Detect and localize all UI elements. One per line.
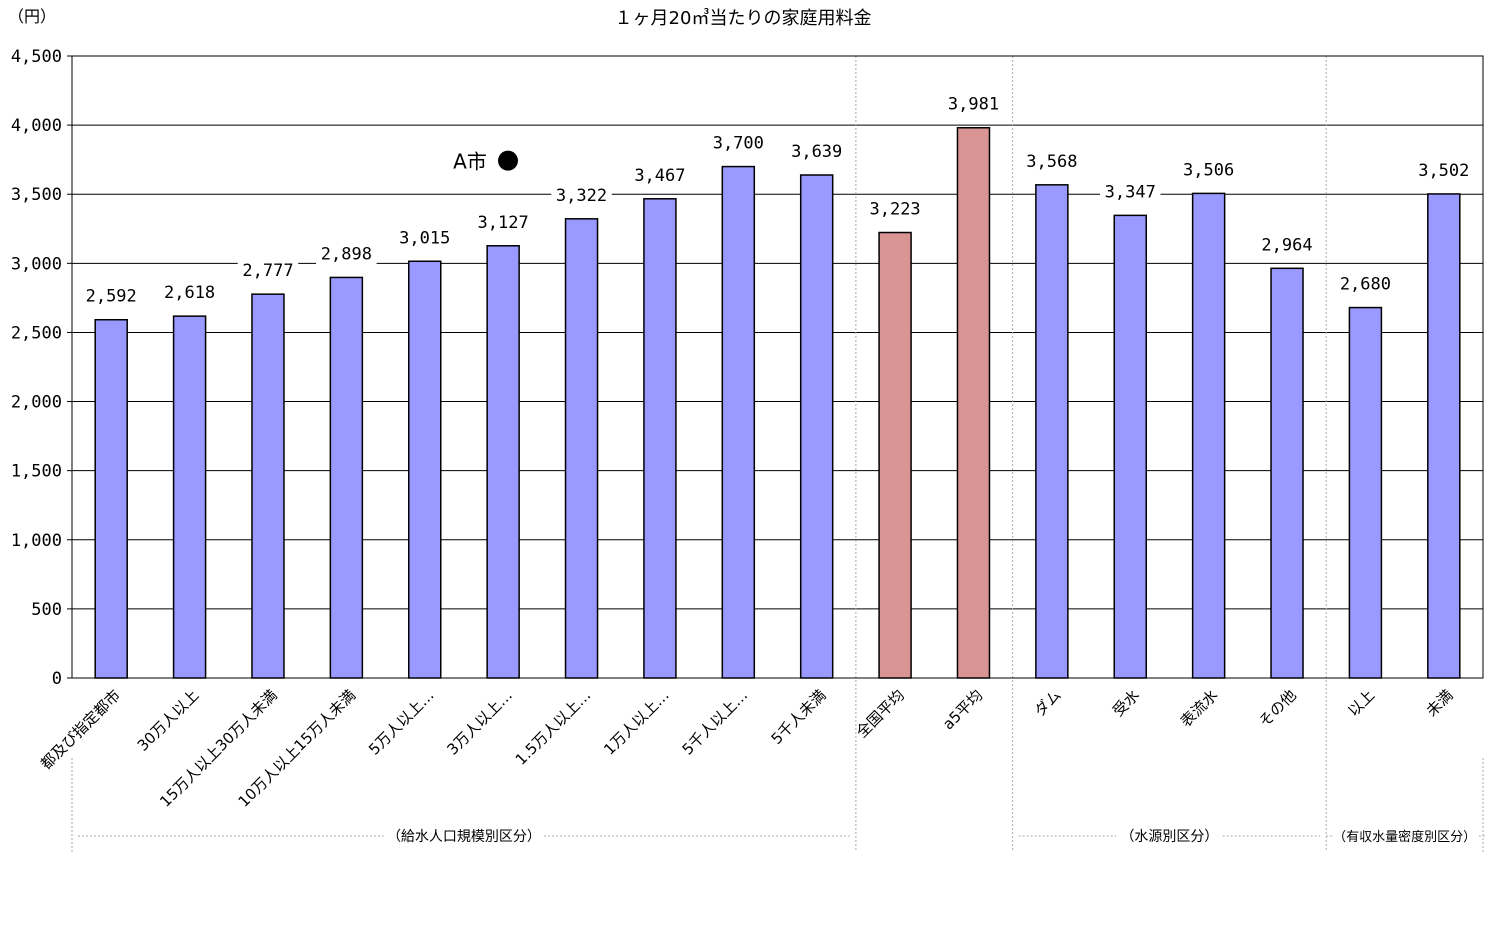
bar <box>643 198 677 679</box>
y-axis-unit-label: （円） <box>8 7 56 26</box>
value-label-bg <box>708 131 769 154</box>
value-label-bg <box>864 197 926 220</box>
y-tick-label: 2,000 <box>11 393 62 413</box>
value-label: 2,592 <box>86 287 137 307</box>
x-category-label: 未満 <box>1423 686 1457 720</box>
value-label-bg <box>316 242 377 265</box>
group-labels: （給水人口規模別区分） （水源別区分） （有収水量密度別区分） <box>78 829 1485 845</box>
bar <box>878 231 912 679</box>
y-tick-label: 500 <box>31 600 62 620</box>
x-category-label: 受水 <box>1109 686 1143 720</box>
value-label: 3,467 <box>634 166 685 186</box>
x-category-label: 全国平均 <box>853 686 908 741</box>
chart-title: １ヶ月20㎥当たりの家庭用料金 <box>615 8 872 29</box>
y-axis-ticks: 0 500 1,000 1,500 2,000 2,500 3,000 3,500 4,000 4… <box>11 47 72 689</box>
x-category-label: 都及び指定都市 <box>37 686 124 773</box>
value-label-bg <box>1256 233 1318 256</box>
value-labels: 2,592 2,618 2,777 2,898 3,015 3,127 3,322 3,467… <box>80 92 1475 307</box>
value-label-bg <box>1413 158 1475 181</box>
annotations: A市 <box>453 150 518 174</box>
value-label-bg <box>551 183 612 206</box>
bar <box>1191 192 1226 679</box>
bar <box>172 315 207 679</box>
value-label: 3,568 <box>1026 152 1077 172</box>
bar <box>1113 214 1147 679</box>
bar <box>408 260 442 679</box>
value-label: 3,223 <box>869 200 920 220</box>
bar <box>721 165 756 679</box>
value-label: 3,502 <box>1418 161 1469 181</box>
bar <box>564 218 599 679</box>
bar <box>1348 306 1383 679</box>
bars <box>94 126 1461 679</box>
bar <box>1427 193 1461 679</box>
x-category-label: 1.5万人以上… <box>512 686 595 769</box>
value-label-bg <box>1100 180 1161 203</box>
value-label-bg <box>237 259 299 282</box>
x-category-label: 3万人以上… <box>443 686 516 759</box>
value-label: 2,777 <box>242 261 293 281</box>
value-label: 2,680 <box>1340 275 1391 295</box>
value-label-bg <box>394 226 455 249</box>
value-label: 3,981 <box>948 95 999 115</box>
value-label-bg <box>1178 158 1239 181</box>
value-label: 3,700 <box>713 134 764 154</box>
value-label: 3,322 <box>556 186 607 206</box>
value-label-bg <box>80 284 142 307</box>
plot-area-frame <box>71 55 1484 679</box>
bar <box>94 318 128 679</box>
y-tick-label: 2,500 <box>11 323 62 343</box>
y-tick-label: 4,500 <box>11 47 62 67</box>
x-category-label: その他 <box>1255 686 1300 731</box>
x-category-label: 5千人以上… <box>679 686 752 759</box>
value-label-bg <box>159 281 220 304</box>
x-category-label: 5千人未満 <box>768 686 830 748</box>
value-label-bg <box>472 210 534 233</box>
value-label: 3,347 <box>1105 182 1156 202</box>
annotation-marker <box>498 150 518 171</box>
bar <box>799 174 834 679</box>
bar <box>1035 184 1069 679</box>
gridlines <box>72 124 1483 610</box>
value-label-bg <box>1335 272 1396 295</box>
value-label: 2,618 <box>164 283 215 303</box>
y-tick-label: 0 <box>52 669 62 689</box>
value-label: 3,506 <box>1183 160 1234 180</box>
group-label: （有収水量密度別区分） <box>1333 829 1476 845</box>
value-label: 2,898 <box>321 244 372 264</box>
annotation-label: A市 <box>453 150 487 174</box>
y-tick-label: 4,000 <box>11 116 62 136</box>
value-label-bg <box>786 140 847 163</box>
x-category-label: a5平均 <box>939 686 986 733</box>
bar <box>486 245 520 679</box>
bar <box>251 293 285 679</box>
y-tick-label: 3,500 <box>11 185 62 205</box>
bar <box>1270 267 1304 679</box>
x-category-label: ダム <box>1031 686 1065 720</box>
x-category-label: 5万人以上… <box>365 686 438 759</box>
group-separators <box>71 56 1484 852</box>
group-label: （水源別区分） <box>1120 829 1218 845</box>
value-label: 3,639 <box>791 142 842 162</box>
x-category-label: 1万人以上… <box>600 686 673 759</box>
value-label-bg <box>943 92 1004 115</box>
value-label-bg <box>629 163 691 186</box>
y-tick-label: 1,000 <box>11 531 62 551</box>
group-label: （給水人口規模別区分） <box>387 829 541 845</box>
x-category-label: 30万人以上 <box>134 686 203 755</box>
y-tick-label: 3,000 <box>11 254 62 274</box>
y-tick-label: 1,500 <box>11 462 62 482</box>
value-label: 3,127 <box>478 213 529 233</box>
x-category-label: 表流水 <box>1177 686 1222 731</box>
value-label: 3,015 <box>399 228 450 248</box>
value-label: 2,964 <box>1261 235 1312 255</box>
x-category-label: 以上 <box>1344 686 1378 720</box>
value-label-bg <box>1021 149 1083 172</box>
bar <box>956 126 991 679</box>
bar <box>329 276 364 679</box>
